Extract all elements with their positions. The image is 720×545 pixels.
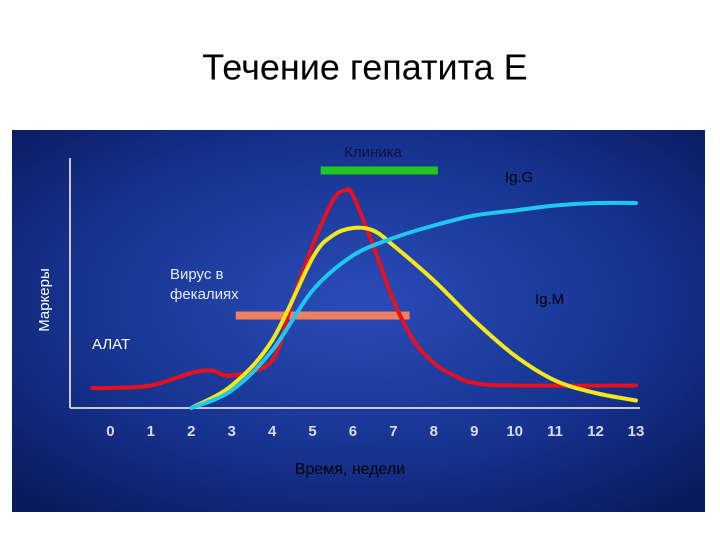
series-label: Ig.G — [505, 169, 533, 186]
range-label: Клиника — [344, 144, 402, 161]
x-tick-label: 3 — [228, 423, 236, 440]
x-tick-label: 0 — [106, 423, 114, 440]
plot-panel — [12, 130, 705, 512]
x-tick-label: 12 — [587, 423, 604, 440]
series-label: Ig.M — [535, 291, 564, 308]
x-tick-label: 10 — [506, 423, 523, 440]
series-line — [189, 225, 638, 410]
x-tick-label: 9 — [470, 423, 478, 440]
x-axis-label: Время, недели — [295, 461, 405, 478]
x-tick-label: 1 — [147, 423, 155, 440]
chart-title: Течение гепатита Е — [202, 47, 527, 88]
range-label: Вирус в фекалиях — [170, 266, 239, 303]
x-tick-label: 6 — [349, 423, 357, 440]
x-tick-label: 4 — [268, 423, 277, 440]
series-line — [90, 187, 638, 391]
series-line — [189, 200, 638, 410]
x-tick-label: 13 — [628, 423, 645, 440]
x-tick-label: 11 — [547, 423, 563, 440]
x-tick-label: 8 — [430, 423, 438, 440]
y-axis-label: Маркеры — [36, 268, 53, 332]
series-label: АЛАТ — [92, 336, 130, 353]
x-tick-label: 2 — [187, 423, 195, 440]
x-tick-label: 7 — [389, 423, 397, 440]
x-tick-label: 5 — [308, 423, 316, 440]
